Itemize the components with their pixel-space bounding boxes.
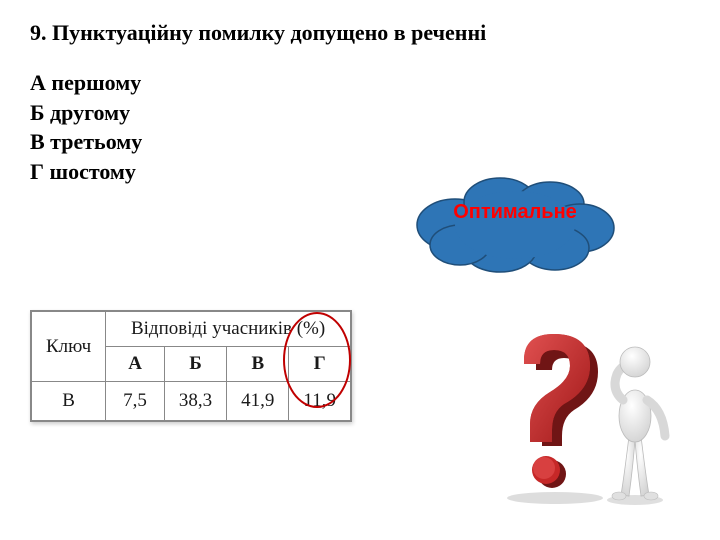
table-col-a: А [106,347,165,382]
table-header-key: Ключ [32,312,106,382]
cloud-callout: Оптимальне [400,170,630,280]
question-title: 9. Пунктуаційну помилку допущено в речен… [30,20,690,46]
option-c: В третьому [30,127,690,157]
table-value-d: 11,9 [289,382,351,421]
table-key-value: В [32,382,106,421]
person-thinking-icon [595,340,680,505]
cloud-label: Оптимальне [435,200,595,224]
answer-options: А першому Б другому В третьому Г шостому [30,68,690,187]
table-value-c: 41,9 [227,382,289,421]
results-table: Ключ Відповіді учасників (%) А Б В Г В 7… [30,310,352,422]
option-a: А першому [30,68,690,98]
table-header-responses: Відповіді учасників (%) [106,312,351,347]
thinking-figure-icon [490,310,680,510]
table-value-a: 7,5 [106,382,165,421]
cloud-shape-icon [400,170,630,280]
option-b: Б другому [30,98,690,128]
table-col-d: Г [289,347,351,382]
table-value-b: 38,3 [164,382,226,421]
table-col-b: Б [164,347,226,382]
table-col-c: В [227,347,289,382]
